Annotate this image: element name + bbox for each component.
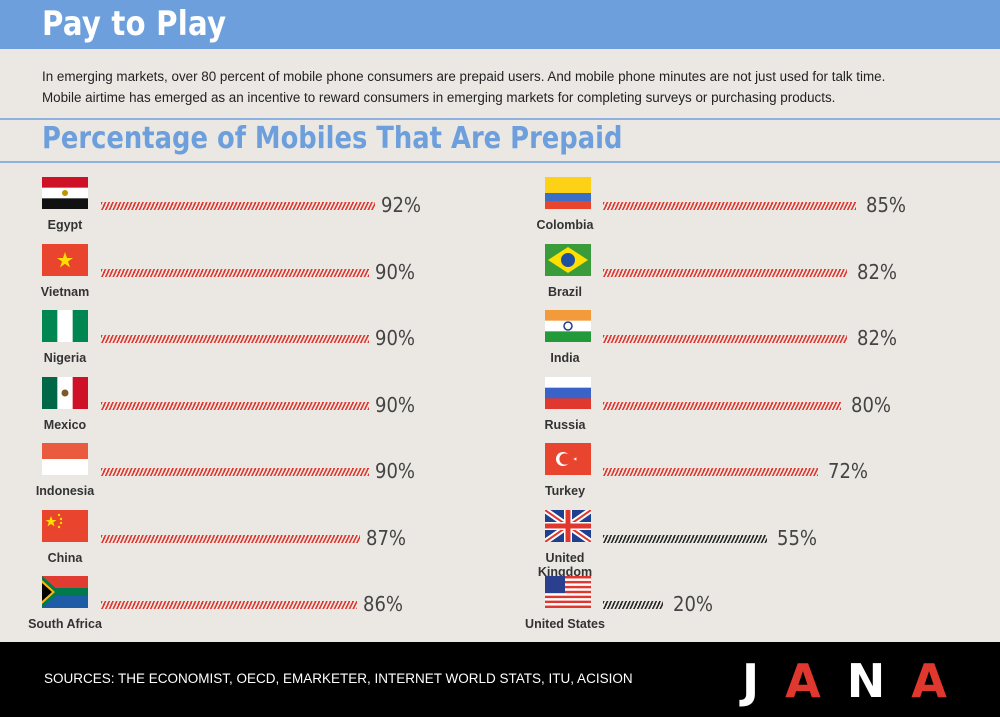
value-label: 80% xyxy=(851,392,892,417)
intro-text: In emerging markets, over 80 percent of … xyxy=(42,66,962,108)
value-label: 82% xyxy=(857,259,898,284)
value-label: 55% xyxy=(776,525,817,550)
divider-top xyxy=(0,118,1000,120)
country-label: Mexico xyxy=(43,417,87,432)
country-label: Turkey xyxy=(544,484,586,498)
flag-brazil-icon xyxy=(545,243,591,276)
country-label: Russia xyxy=(544,417,586,432)
flag-russia-icon xyxy=(545,376,591,409)
header-banner: Pay to Play xyxy=(0,0,1000,49)
intro-line-1: In emerging markets, over 80 percent of … xyxy=(42,69,886,84)
flag-turkey-icon xyxy=(545,443,591,475)
logo-letter: A xyxy=(911,654,947,708)
logo-letter: J xyxy=(742,654,760,708)
flag-indonesia-icon xyxy=(42,443,88,475)
bar-china xyxy=(101,534,361,543)
bar-united-states xyxy=(603,601,663,609)
flag-south-africa-icon xyxy=(42,576,88,608)
flag-mexico-icon xyxy=(42,376,88,409)
value-label: 90% xyxy=(375,259,416,284)
logo-letter: A xyxy=(785,654,821,708)
country-label: South Africa xyxy=(28,617,102,631)
page-title: Pay to Play xyxy=(42,4,227,44)
value-label: 72% xyxy=(827,459,868,483)
value-label: 90% xyxy=(375,459,416,483)
bar-mexico xyxy=(101,401,370,410)
footer: SOURCES: THE ECONOMIST, OECD, EMARKETER,… xyxy=(0,642,1000,717)
country-label: Colombia xyxy=(536,218,594,232)
value-label: 86% xyxy=(363,592,404,616)
country-label: Indonesia xyxy=(35,484,95,498)
bar-turkey xyxy=(603,468,818,476)
bar-brazil xyxy=(603,268,848,277)
country-label: India xyxy=(550,351,580,365)
value-label: 90% xyxy=(375,392,416,417)
country-label: Nigeria xyxy=(43,351,87,365)
value-label: 20% xyxy=(672,592,713,616)
flag-egypt-icon xyxy=(42,177,88,209)
value-label: 92% xyxy=(381,193,422,217)
country-label: Brazil xyxy=(547,284,583,299)
flag-india-icon xyxy=(545,310,591,342)
country-label: China xyxy=(47,550,83,565)
bar-colombia xyxy=(603,202,857,210)
country-label: Vietnam xyxy=(40,284,90,299)
bar-south-africa xyxy=(101,601,358,609)
flag-china-icon xyxy=(42,509,88,542)
value-label: 85% xyxy=(866,193,907,217)
value-label: 90% xyxy=(375,326,416,350)
bar-united-kingdom xyxy=(603,534,767,543)
flag-colombia-icon xyxy=(545,177,591,209)
flag-united-kingdom-icon xyxy=(545,509,591,542)
bar-vietnam xyxy=(101,268,370,277)
divider-bottom xyxy=(0,161,1000,163)
flag-vietnam-icon xyxy=(42,243,88,276)
sources-text: SOURCES: THE ECONOMIST, OECD, EMARKETER,… xyxy=(44,671,633,686)
bar-nigeria xyxy=(101,335,370,343)
country-label: United Kingdom xyxy=(537,550,593,579)
bar-russia xyxy=(603,401,842,410)
country-label: Egypt xyxy=(47,218,83,232)
bar-indonesia xyxy=(101,468,370,476)
value-label: 82% xyxy=(857,326,898,350)
bar-egypt xyxy=(101,202,376,210)
country-label: United States xyxy=(525,617,605,631)
flag-nigeria-icon xyxy=(42,310,88,342)
logo-letter: N xyxy=(846,654,886,708)
flag-united-states-icon xyxy=(545,576,591,608)
value-label: 87% xyxy=(366,525,407,550)
chart-title: Percentage of Mobiles That Are Prepaid xyxy=(42,121,623,156)
bar-india xyxy=(603,335,848,343)
intro-line-2: Mobile airtime has emerged as an incenti… xyxy=(42,90,836,105)
